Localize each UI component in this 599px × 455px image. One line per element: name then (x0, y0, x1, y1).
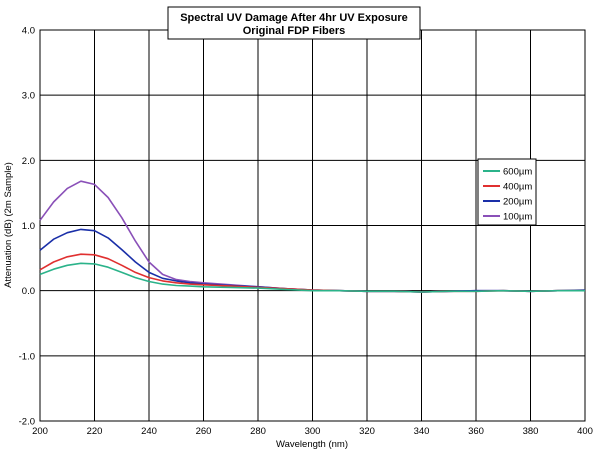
y-tick-label: -2.0 (19, 417, 35, 428)
y-axis-title: Attenuation (dB) (2m Sample) (3, 162, 14, 288)
x-tick-label: 380 (523, 426, 539, 437)
series-line-0 (39, 262, 585, 293)
x-tick-label: 340 (414, 426, 430, 437)
x-tick-label: 220 (87, 426, 103, 437)
x-axis-title: Wavelength (nm) (276, 439, 348, 450)
x-axis-ticks: 200 220 240 260 280 300 320 340 360 380 400 (32, 426, 593, 437)
title-frame (167, 6, 421, 40)
y-axis-ticks: -2.0 -1.0 0.0 1.0 2.0 3.0 4.0 (19, 26, 35, 428)
x-tick-label: 280 (250, 426, 266, 437)
x-tick-label: 360 (468, 426, 484, 437)
chart-subtitle: Original FDP Fibers (243, 25, 346, 37)
x-tick-label: 300 (305, 426, 321, 437)
legend: 600µm 400µm 200µm 100µm (477, 158, 537, 226)
x-tick-label: 240 (141, 426, 157, 437)
chart-title-box: Spectral UV Damage After 4hr UV Exposure… (167, 6, 421, 40)
legend-label: 400µm (503, 182, 532, 193)
x-tick-label: 200 (32, 426, 48, 437)
y-tick-label: 4.0 (22, 26, 35, 37)
legend-label: 100µm (503, 212, 532, 223)
legend-label: 600µm (503, 167, 532, 178)
series-lines (39, 180, 586, 293)
y-tick-label: 0.0 (22, 286, 35, 297)
y-tick-label: 2.0 (22, 156, 35, 167)
y-tick-label: 1.0 (22, 221, 35, 232)
chart-title: Spectral UV Damage After 4hr UV Exposure (180, 12, 408, 24)
x-tick-label: 400 (577, 426, 593, 437)
y-tick-label: 3.0 (22, 91, 35, 102)
y-tick-label: -1.0 (19, 351, 35, 362)
legend-label: 200µm (503, 197, 532, 208)
x-tick-label: 320 (359, 426, 375, 437)
x-tick-label: 260 (196, 426, 212, 437)
